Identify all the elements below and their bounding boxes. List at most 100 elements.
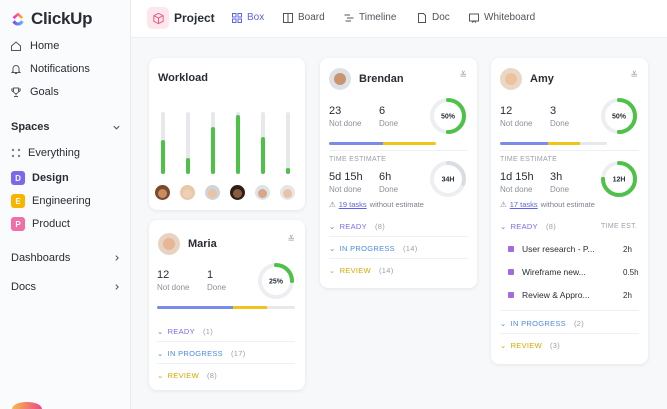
ring-label: 34H — [442, 177, 455, 184]
task-row[interactable]: Wireframe new... 0.5h — [508, 267, 639, 277]
progress-ring: 50% — [430, 98, 466, 134]
status-progress-strip — [157, 306, 295, 309]
tab-whiteboard[interactable]: Whiteboard — [469, 12, 535, 23]
space-badge: P — [11, 217, 25, 231]
user-avatar[interactable] — [12, 402, 42, 409]
avatar[interactable] — [205, 185, 220, 200]
chevron-down-icon — [113, 125, 120, 130]
person-header: Amy — [500, 68, 554, 90]
sidebar-item-home[interactable]: Home — [10, 40, 59, 52]
avatar[interactable] — [329, 68, 351, 90]
divider — [157, 363, 295, 364]
divider — [329, 258, 468, 259]
spaces-heading[interactable]: Spaces — [11, 121, 121, 133]
top-bar: Project Box Board Timeline Doc Whiteboar… — [131, 0, 667, 38]
tasks-link[interactable]: 19 tasks — [338, 200, 367, 209]
clickup-logo[interactable]: ClickUp — [10, 9, 93, 29]
sidebar-item-label: Home — [30, 40, 60, 52]
chevron-down-icon: ⌄ — [500, 341, 507, 350]
te-not-done: 1d 15h — [500, 171, 534, 183]
workload-bar-track — [286, 112, 290, 174]
tab-board[interactable]: Board — [283, 12, 325, 23]
ring-label: 50% — [612, 114, 627, 121]
avatar[interactable] — [500, 68, 522, 90]
tasks-link[interactable]: 17 tasks — [509, 200, 538, 209]
time-estimate-heading: TIME ESTIMATE — [329, 156, 387, 163]
tab-label: Doc — [432, 12, 450, 23]
task-row[interactable]: Review & Appro... 2h — [508, 290, 638, 300]
task-row[interactable]: User research - P... 2h — [508, 244, 638, 254]
te-done: 3h — [550, 171, 563, 183]
sidebar-docs[interactable]: Docs — [11, 281, 121, 293]
task-name: Wireframe new... — [522, 267, 586, 277]
sidebar: ClickUp Home Notifications Goals Spaces … — [0, 0, 131, 409]
chevron-down-icon: ⌄ — [329, 222, 336, 231]
avatar[interactable] — [180, 185, 195, 200]
space-badge: D — [11, 171, 25, 185]
tab-label: Timeline — [359, 12, 397, 23]
not-done-label: Not done — [329, 119, 362, 128]
avatar[interactable] — [230, 185, 245, 200]
tab-box[interactable]: Box — [232, 12, 264, 23]
workload-bar — [236, 115, 240, 174]
status-review[interactable]: ⌄ REVIEW (14) — [329, 266, 394, 275]
status-in-progress[interactable]: ⌄ IN PROGRESS (14) — [329, 244, 418, 253]
doc-icon — [418, 12, 426, 23]
space-label: Engineering — [32, 195, 91, 207]
workload-bar-track — [236, 112, 240, 174]
avatar[interactable] — [158, 233, 180, 255]
person-card-maria: Maria ≚ 12 Not done 1 Done 25% ⌄ READY (… — [149, 220, 305, 390]
status-in-progress[interactable]: ⌄ IN PROGRESS (17) — [157, 349, 246, 358]
status-ready[interactable]: ⌄ READY (8) — [500, 222, 556, 231]
tab-doc[interactable]: Doc — [417, 12, 450, 23]
status-ready[interactable]: ⌄ READY (8) — [329, 222, 385, 231]
divider — [157, 341, 295, 342]
sidebar-item-goals[interactable]: Goals — [10, 86, 59, 98]
status-review[interactable]: ⌄ REVIEW (3) — [500, 341, 560, 350]
avatar[interactable] — [280, 185, 295, 200]
divider — [500, 333, 639, 334]
task-time: 0.5h — [623, 267, 639, 277]
tasks-without-estimate[interactable]: ⚠ 19 tasks without estimate — [329, 200, 424, 209]
collapse-icon[interactable]: ≚ — [459, 70, 467, 80]
space-design[interactable]: D Design — [11, 171, 69, 185]
task-status-icon — [508, 292, 514, 298]
status-count: (8) — [545, 222, 557, 231]
space-label: Product — [32, 218, 70, 230]
te-not-done-label: Not done — [500, 185, 533, 194]
page-title: Project — [174, 11, 215, 25]
sidebar-dashboards[interactable]: Dashboards — [11, 252, 121, 264]
clickup-logo-icon — [12, 12, 24, 26]
ring-label: 12H — [613, 177, 626, 184]
not-done-label: Not done — [500, 119, 533, 128]
status-review[interactable]: ⌄ REVIEW (8) — [157, 371, 217, 380]
task-name: User research - P... — [522, 244, 595, 254]
tab-timeline[interactable]: Timeline — [344, 12, 396, 23]
task-name: Review & Appro... — [522, 290, 590, 300]
status-ready[interactable]: ⌄ READY (1) — [157, 327, 213, 336]
collapse-icon[interactable]: ≚ — [287, 234, 295, 244]
workload-bar-track — [186, 112, 190, 174]
status-count: (3) — [549, 341, 561, 350]
note-text: without estimate — [540, 200, 595, 209]
status-label: REVIEW — [167, 371, 199, 380]
chevron-down-icon: ⌄ — [329, 244, 336, 253]
space-product[interactable]: P Product — [11, 217, 70, 231]
sidebar-item-notifications[interactable]: Notifications — [10, 63, 90, 75]
space-label: Design — [32, 172, 69, 184]
status-in-progress[interactable]: ⌄ IN PROGRESS (2) — [500, 319, 584, 328]
workload-bar-track — [261, 112, 265, 174]
status-count: (14) — [403, 244, 418, 253]
collapse-icon[interactable]: ≚ — [630, 70, 638, 80]
space-engineering[interactable]: E Engineering — [11, 194, 91, 208]
tasks-without-estimate[interactable]: ⚠ 17 tasks without estimate — [500, 200, 595, 209]
divider — [500, 310, 639, 311]
grid-icon — [232, 12, 242, 23]
avatar[interactable] — [255, 185, 270, 200]
space-everything[interactable]: Everything — [11, 147, 80, 159]
done-label: Done — [379, 119, 399, 128]
avatar[interactable] — [155, 185, 170, 200]
tab-label: Box — [247, 12, 265, 23]
workload-bar — [261, 137, 265, 174]
not-done-count: 12 — [500, 105, 513, 117]
